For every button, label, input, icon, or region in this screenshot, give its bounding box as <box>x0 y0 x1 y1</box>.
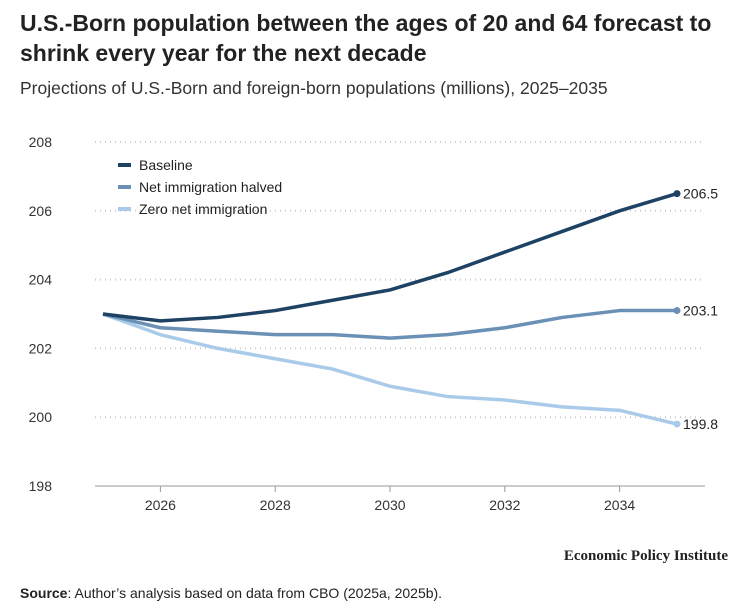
legend-label: Zero net immigration <box>139 201 267 217</box>
x-tick-label: 2030 <box>374 497 405 513</box>
source-label: Source <box>20 585 68 601</box>
source-text: : Author’s analysis based on data from C… <box>67 585 443 601</box>
x-tick-label: 2026 <box>145 497 176 513</box>
source-note: Source: Author’s analysis based on data … <box>20 585 442 601</box>
end-point <box>673 420 681 428</box>
y-tick-label: 204 <box>29 272 53 288</box>
legend-label: Net immigration halved <box>139 179 282 195</box>
x-tick-label: 2028 <box>260 497 291 513</box>
y-tick-label: 202 <box>29 340 53 356</box>
end-point <box>673 307 681 315</box>
series-line-baseline <box>102 191 678 323</box>
chart-subtitle: Projections of U.S.-Born and foreign-bor… <box>20 78 608 98</box>
y-tick-label: 206 <box>29 203 53 219</box>
end-label: 203.1 <box>683 303 718 319</box>
end-label: 206.5 <box>683 186 718 202</box>
x-tick-label: 2032 <box>489 497 520 513</box>
y-tick-label: 208 <box>29 134 53 150</box>
y-tick-label: 198 <box>29 478 53 494</box>
series-line-net-immigration-halved <box>102 308 677 340</box>
end-label: 199.8 <box>683 416 718 432</box>
x-tick-label: 2034 <box>604 497 635 513</box>
chart-title: U.S.-Born population between the ages of… <box>20 10 712 66</box>
legend-label: Baseline <box>139 157 193 173</box>
series-line-zero-net-immigration <box>102 312 678 426</box>
brand-logo: Economic Policy Institute <box>563 548 728 564</box>
end-point <box>673 190 681 198</box>
y-tick-label: 200 <box>29 409 53 425</box>
